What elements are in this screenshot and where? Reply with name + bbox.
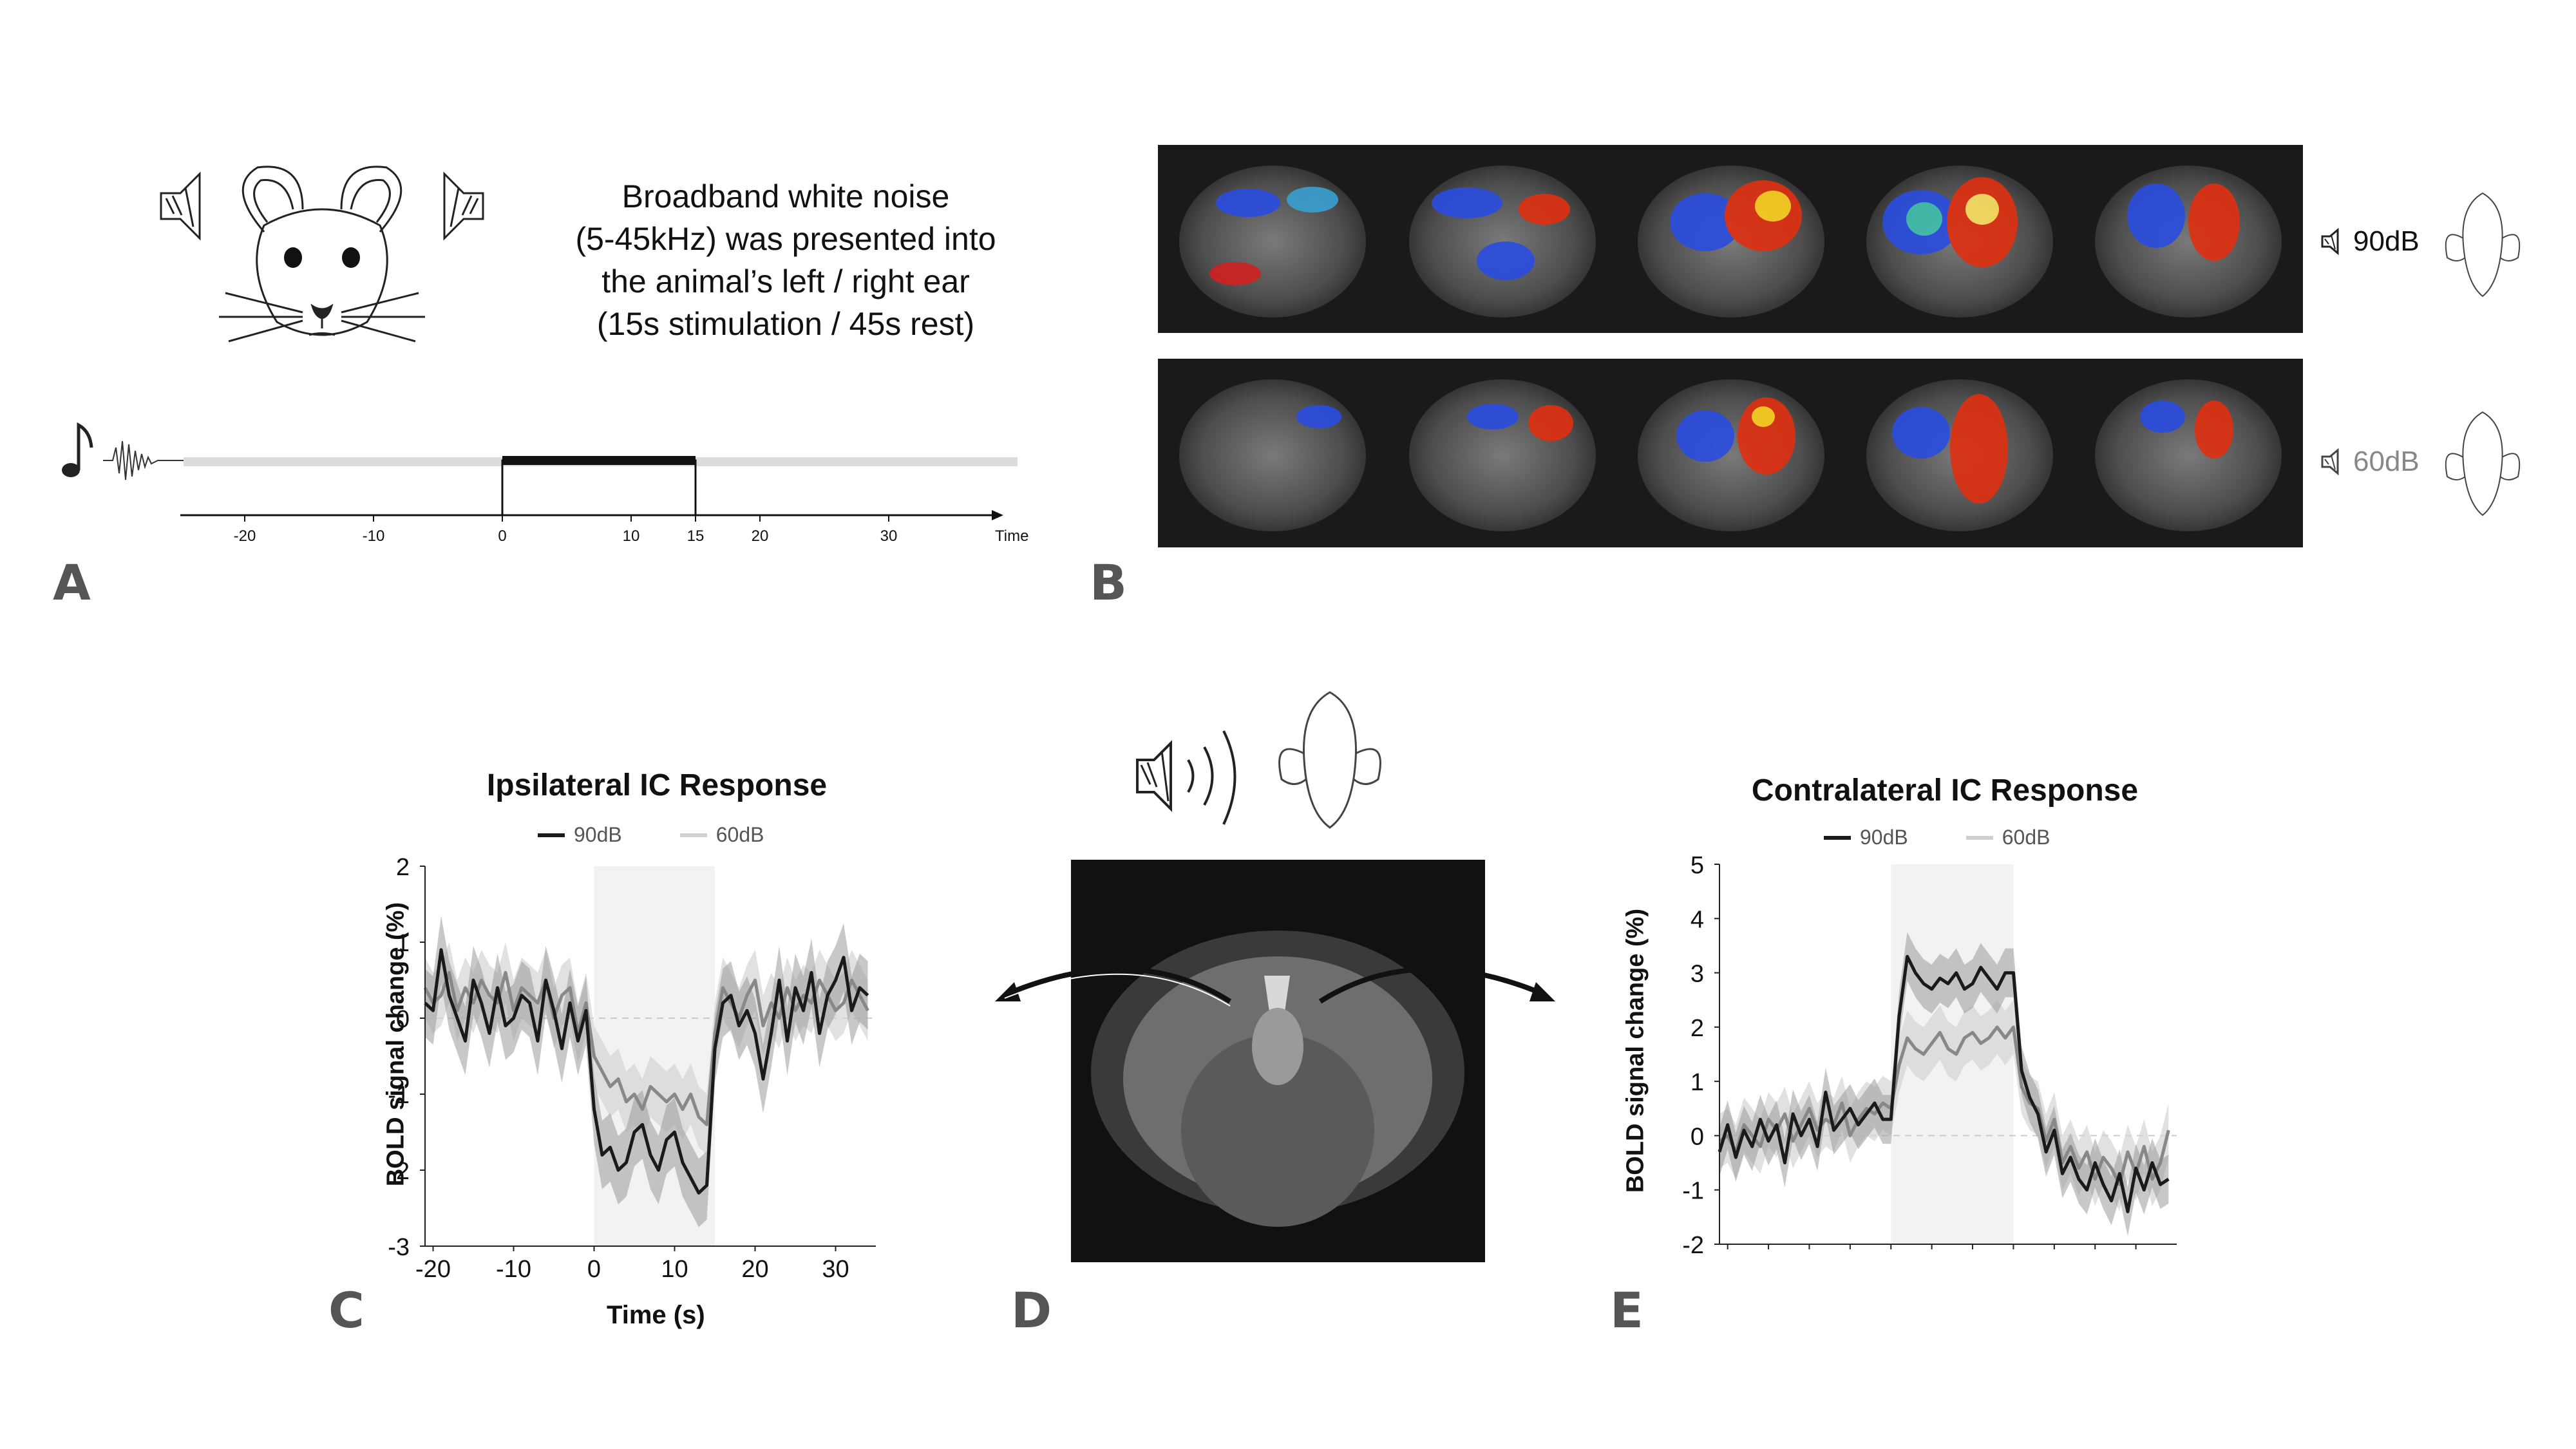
speaker-icon (2321, 448, 2339, 476)
timeline-tick-label: 20 (752, 527, 769, 545)
y-tick-label: -2 (1682, 1232, 1704, 1259)
brain-map-row-60db (1158, 359, 2303, 547)
series-error-band-90dB (1719, 932, 2169, 1236)
series-line-90dB (424, 948, 869, 1195)
chart-e-legend: 90dB 60dB (1824, 826, 2050, 849)
rat-head-topdown-d (1278, 691, 1381, 829)
description-line-1: Broadband white noise (621, 178, 950, 214)
series-error-band-90dB (425, 915, 868, 1227)
legend-swatch-90db (538, 833, 565, 837)
legend-label-90db: 90dB (574, 823, 622, 846)
label-60db: 60dB (2318, 446, 2420, 478)
series-line-90dB (1718, 954, 2170, 1213)
stimulus-timeline: -20 -10 0 10 15 20 30 Time (62, 422, 1028, 545)
timeline-tick-label: -10 (363, 527, 385, 545)
x-tick-label: 0 (587, 1256, 601, 1283)
timeline-tick-label: 10 (623, 527, 640, 545)
panel-label-a: A (53, 554, 91, 611)
legend-label-60db: 60dB (2002, 826, 2050, 849)
timeline-tick-label: 0 (498, 527, 506, 545)
legend-label-90db: 90dB (1860, 826, 1908, 849)
label-90db: 90dB (2318, 225, 2420, 258)
panel-label-b: B (1090, 554, 1127, 611)
mri-coronal-image (1071, 860, 1485, 1262)
stimulus-description: Broadband white noise (5-45kHz) was pres… (528, 175, 1043, 345)
y-tick-label: -2 (388, 1158, 410, 1185)
description-line-4: (15s stimulation / 45s rest) (596, 306, 975, 342)
y-tick-label: -1 (1682, 1178, 1704, 1205)
brain-map-row-90db (1158, 145, 2303, 333)
chart-c-xlabel: Time (s) (607, 1301, 705, 1329)
legend-swatch-60db (1965, 835, 1993, 840)
x-tick-label: 30 (822, 1256, 849, 1283)
panel-label-d: D (1011, 1282, 1052, 1339)
activation-map-90db (1179, 166, 2282, 317)
chart-c-title: Ipsilateral IC Response (486, 768, 828, 802)
timeline-tick-label: 15 (687, 527, 705, 545)
y-tick-label: 2 (396, 854, 410, 881)
series-line-60dB (1718, 1025, 2170, 1186)
label-60db-text: 60dB (2353, 446, 2420, 477)
stimulation-window (501, 459, 697, 516)
y-tick-label: -1 (388, 1082, 410, 1109)
arrows-to-charts (995, 966, 1555, 1007)
chart-e-plot: 5 4 3 2 1 0 -1 -2 (1682, 852, 2177, 1259)
description-line-2: (5-45kHz) was presented into (575, 221, 996, 257)
timeline-tick-label: -20 (234, 527, 256, 545)
legend-swatch-60db (679, 833, 707, 837)
rat-face-illustration (160, 166, 484, 343)
x-tick-label: 10 (661, 1256, 688, 1283)
y-tick-label: 3 (1690, 961, 1704, 988)
speaker-icon (2321, 227, 2339, 256)
speaker-sound-waves-icon (1136, 730, 1236, 825)
music-note-icon (62, 422, 93, 477)
y-tick-label: 2 (1690, 1015, 1704, 1042)
y-tick-label: 1 (396, 930, 410, 957)
noise-waveform (103, 440, 238, 480)
label-90db-text: 90dB (2353, 225, 2420, 257)
y-tick-label: 0 (1690, 1123, 1704, 1150)
timeline-axis-label: Time (995, 527, 1028, 545)
legend-swatch-90db (1824, 835, 1851, 840)
chart-e-ylabel: BOLD signal change (%) (1622, 908, 1649, 1193)
y-tick-label: -3 (388, 1234, 410, 1261)
panel-label-c: C (328, 1282, 365, 1339)
chart-c-plot: 210-1-2-3-20 -10 0 10 20 30 (388, 854, 876, 1283)
x-tick-label: -20 (415, 1256, 451, 1283)
y-tick-label: 4 (1690, 906, 1704, 933)
x-tick-label: -10 (496, 1256, 531, 1283)
y-tick-label: 5 (1690, 852, 1704, 879)
chart-e-title: Contralateral IC Response (1751, 773, 2139, 808)
y-tick-label: 0 (396, 1006, 410, 1033)
activation-map-60db (1179, 379, 2282, 531)
rat-head-topdown-60db (2445, 411, 2521, 516)
y-tick-label: 1 (1690, 1069, 1704, 1096)
description-line-3: the animal’s left / right ear (601, 263, 970, 299)
timeline-tick-label: 30 (880, 527, 898, 545)
rat-head-topdown-90db (2445, 192, 2521, 298)
x-tick-label: 20 (741, 1256, 768, 1283)
legend-label-60db: 60dB (715, 823, 764, 846)
chart-c-legend: 90dB 60dB (538, 823, 764, 847)
panel-label-e: E (1610, 1282, 1643, 1339)
